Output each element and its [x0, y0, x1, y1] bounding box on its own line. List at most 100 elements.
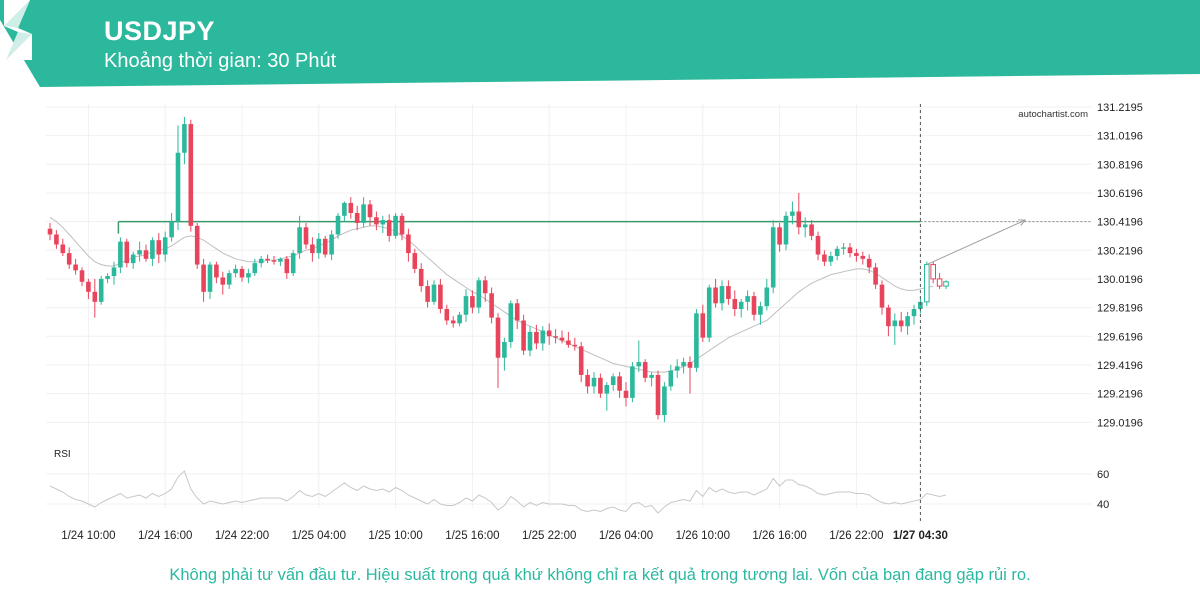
candle-body — [412, 253, 418, 269]
candle-body — [578, 346, 584, 375]
candle-body — [450, 320, 456, 324]
candle-body — [911, 309, 917, 317]
candle-body — [521, 320, 526, 351]
candle-body — [655, 374, 661, 416]
resistance-layer — [117, 220, 1092, 234]
candle-body — [566, 340, 571, 345]
x-axis: 1/24 10:00 1/24 16:00 1/24 22:00 1/25 04:00… — [61, 530, 948, 542]
candle-body — [489, 293, 494, 318]
candle-body — [726, 286, 731, 299]
candle-body — [623, 390, 629, 398]
candle-body — [668, 370, 674, 387]
candle-body — [214, 264, 219, 278]
candle-body — [98, 278, 104, 302]
autochartist-logo-icon — [4, 0, 32, 60]
candle-body — [438, 284, 443, 310]
candle-body — [758, 306, 763, 315]
candle-body — [278, 258, 283, 262]
candle-body — [674, 366, 680, 371]
candle-body — [271, 260, 277, 262]
x-tick-label: 1/25 10:00 — [368, 530, 422, 542]
candle-body — [79, 270, 85, 282]
candle-body — [930, 264, 937, 280]
disclaimer-text: Không phải tư vấn đầu tư. Hiệu suất tron… — [169, 566, 1031, 584]
candle-body — [719, 286, 725, 304]
y-tick-label: 129.2196 — [1097, 389, 1143, 401]
candle-body — [399, 215, 405, 235]
candle-body — [610, 376, 616, 385]
candle-body — [732, 298, 738, 310]
forecast-layer — [926, 219, 1027, 266]
candle-body — [924, 264, 930, 303]
y-tick-label: 130.2196 — [1097, 245, 1143, 257]
candle-body — [534, 331, 539, 344]
candle-body — [239, 268, 245, 278]
candle-body — [463, 296, 469, 315]
y-tick-label: 131.0196 — [1097, 131, 1143, 143]
candle-body — [694, 313, 699, 368]
candle-body — [220, 277, 226, 285]
candle-body — [898, 320, 904, 327]
y-tick-label: 129.4196 — [1097, 360, 1143, 372]
candle-body — [687, 362, 693, 368]
candle-body — [406, 234, 411, 254]
rsi-panel: RSI — [49, 449, 947, 514]
candle-body — [828, 255, 834, 262]
rsi-line — [49, 470, 947, 514]
candle-body — [297, 227, 302, 254]
candle-body — [495, 317, 501, 358]
candle-body — [162, 237, 168, 255]
candle-body — [886, 307, 891, 327]
candle-body — [527, 331, 533, 351]
candle-body — [630, 366, 635, 398]
candle-body — [348, 202, 354, 213]
candle-body — [105, 276, 110, 279]
candle-body — [834, 248, 840, 256]
candle-body — [226, 273, 232, 285]
candle-body — [175, 152, 181, 222]
candle-body — [457, 314, 462, 324]
candle-body — [322, 238, 328, 255]
candle-body — [476, 280, 482, 308]
y-tick-label: 130.6196 — [1097, 188, 1143, 200]
candle-body — [60, 244, 66, 254]
candle-body — [258, 258, 264, 264]
candle-body — [470, 296, 475, 308]
candle-body — [572, 344, 578, 347]
x-tick-label: 1/25 04:00 — [292, 530, 346, 542]
candle-body — [54, 234, 59, 245]
x-tick-label: 1/26 16:00 — [752, 530, 806, 542]
candle-body — [284, 258, 290, 274]
x-tick-label: 1/26 10:00 — [676, 530, 730, 542]
candle-body — [636, 362, 642, 367]
candle-body — [246, 273, 251, 278]
candle-body — [822, 254, 827, 262]
candle-body — [150, 240, 155, 259]
candle-body — [866, 258, 872, 268]
candle-body — [873, 267, 878, 285]
candle-body — [73, 264, 78, 271]
x-tick-label: 1/26 04:00 — [599, 530, 653, 542]
interval-label: Khoảng thời gian: 30 Phút — [104, 50, 337, 72]
candle-body — [418, 268, 424, 287]
symbol-title: USDJPY — [104, 16, 216, 46]
candle-body — [47, 228, 53, 235]
x-tick-label: 1/24 10:00 — [61, 530, 115, 542]
candle-body — [425, 286, 430, 302]
candle-body — [598, 377, 603, 394]
candle-body — [854, 253, 859, 256]
candle-body — [790, 211, 795, 216]
candle-body — [706, 287, 712, 338]
candle-body — [354, 212, 360, 223]
current-time-label: 1/27 04:30 — [893, 530, 948, 542]
x-tick-label: 1/24 22:00 — [215, 530, 269, 542]
candle-body — [130, 254, 136, 264]
candle-body — [879, 284, 885, 308]
candle-body — [444, 309, 450, 321]
x-tick-label: 1/24 16:00 — [138, 530, 192, 542]
y-tick-label: 129.0196 — [1097, 417, 1143, 429]
candle-body — [86, 281, 91, 292]
y-tick-label: 131.2195 — [1097, 102, 1143, 114]
candle-body — [374, 217, 379, 225]
candle-body — [342, 202, 347, 216]
